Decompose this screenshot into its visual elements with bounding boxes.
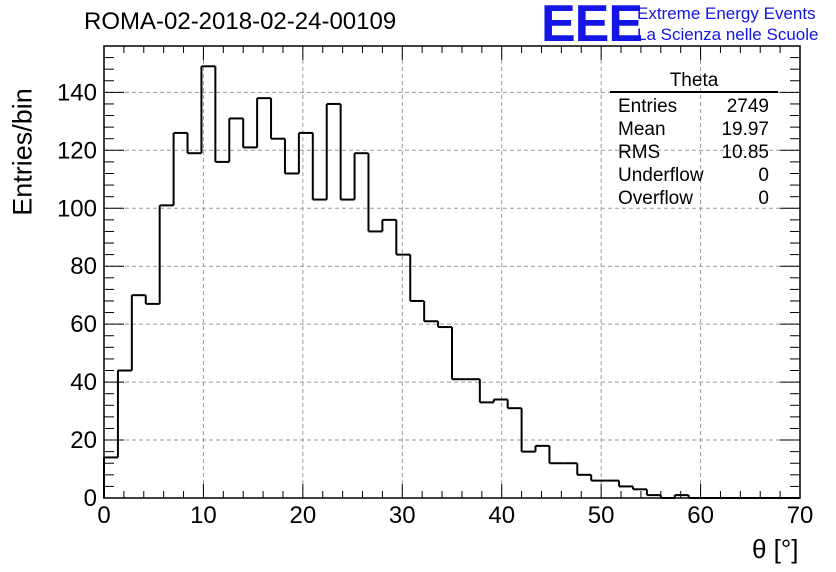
x-tick-label: 60	[687, 502, 714, 529]
chart-title: ROMA-02-2018-02-24-00109	[84, 8, 397, 35]
logo-text-line1: Extreme Energy Events	[637, 4, 816, 23]
x-axis-label: θ [°]	[752, 534, 799, 564]
stats-row: Mean 19.97	[610, 118, 778, 141]
stats-label: RMS	[618, 142, 661, 163]
stats-box: Theta Entries 2749 Mean 19.97 RMS 10.85 Underf…	[610, 70, 778, 210]
eee-logo: EEE	[541, 0, 643, 53]
stats-value: 2749	[726, 96, 769, 117]
y-tick-label: 60	[70, 311, 97, 338]
stats-title: Theta	[669, 70, 719, 91]
stats-value: 0	[758, 165, 769, 186]
stats-value: 0	[758, 188, 769, 209]
stats-row: Overflow 0	[610, 187, 778, 210]
plot-frame	[103, 45, 801, 499]
x-tick-label: 40	[488, 502, 515, 529]
stats-value: 10.85	[721, 142, 769, 163]
stats-row: Entries 2749	[610, 95, 778, 118]
stats-label: Overflow	[618, 188, 693, 209]
stats-label: Entries	[618, 96, 678, 117]
x-tick-label: 30	[389, 502, 416, 529]
y-tick-label: 0	[84, 485, 97, 512]
x-tick-label: 0	[97, 502, 110, 529]
x-tick-label: 70	[787, 502, 814, 529]
logo-text-line2: La Scienza nelle Scuole	[637, 25, 819, 44]
stats-divider	[610, 91, 778, 93]
x-tick-label: 10	[190, 502, 217, 529]
x-tick-label: 50	[588, 502, 615, 529]
stats-value: 19.97	[721, 119, 769, 140]
stats-label: Underflow	[618, 165, 704, 186]
stats-label: Mean	[618, 119, 666, 140]
x-tick-label: 20	[290, 502, 317, 529]
y-tick-label: 140	[57, 79, 97, 106]
y-tick-label: 40	[70, 369, 97, 396]
y-tick-label: 80	[70, 253, 97, 280]
y-tick-label: 120	[57, 137, 97, 164]
y-tick-label: 100	[57, 195, 97, 222]
stats-rows: Entries 2749 Mean 19.97 RMS 10.85 Underflow 0 Ov…	[610, 95, 778, 210]
stats-row: RMS 10.85	[610, 141, 778, 164]
y-tick-label: 20	[70, 427, 97, 454]
stats-row: Underflow 0	[610, 164, 778, 187]
